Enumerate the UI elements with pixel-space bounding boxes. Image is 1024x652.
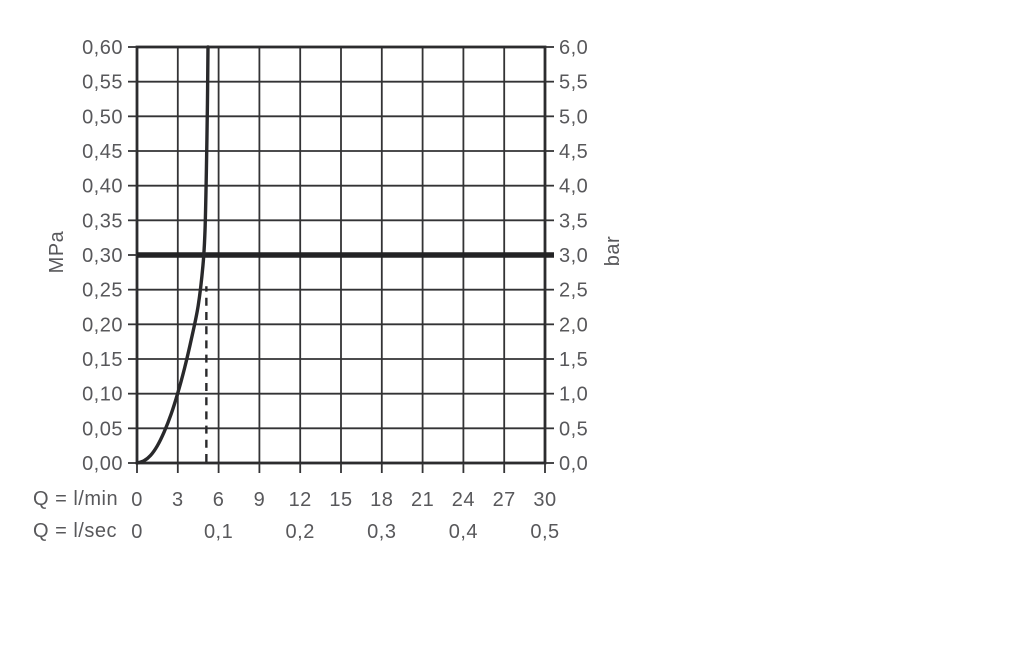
y-left-tick-label: 0,00: [82, 453, 123, 475]
y-right-tick-label: 5,5: [559, 72, 588, 94]
x-lmin-tick-label: 18: [370, 489, 393, 511]
x-axis-lmin-unit-label: Q = l/min: [33, 488, 119, 510]
x-lmin-tick-label: 15: [329, 489, 352, 511]
y-right-tick-label: 2,0: [559, 314, 588, 336]
x-lmin-tick-label: 21: [411, 489, 434, 511]
y-right-tick-label: 6,0: [559, 37, 588, 59]
y-right-tick-label: 4,5: [559, 141, 588, 163]
y-right-tick-label: 5,0: [559, 106, 588, 128]
y-left-tick-label: 0,35: [82, 210, 123, 232]
y-left-tick-label: 0,30: [82, 245, 123, 267]
y-left-tick-label: 0,50: [82, 106, 123, 128]
y-right-tick-label: 0,0: [559, 453, 588, 475]
y-left-tick-label: 0,05: [82, 418, 123, 440]
x-lsec-tick-label: 0,1: [204, 521, 233, 543]
flow-pressure-curve: [135, 45, 210, 465]
x-lmin-tick-label: 0: [131, 489, 143, 511]
y-left-tick-label: 0,55: [82, 72, 123, 94]
left-axis-unit-label: MPa: [46, 230, 68, 274]
x-lsec-tick-label: 0: [131, 521, 143, 543]
x-lsec-tick-label: 0,2: [286, 521, 315, 543]
y-right-tick-label: 2,5: [559, 280, 588, 302]
x-lmin-tick-label: 6: [213, 489, 225, 511]
y-left-tick-label: 0,45: [82, 141, 123, 163]
y-left-tick-label: 0,15: [82, 349, 123, 371]
y-right-tick-label: 3,5: [559, 210, 588, 232]
y-left-tick-label: 0,60: [82, 37, 123, 59]
y-right-tick-label: 1,0: [559, 384, 588, 406]
y-right-tick-label: 0,5: [559, 418, 588, 440]
y-left-tick-label: 0,25: [82, 280, 123, 302]
x-lmin-tick-label: 9: [254, 489, 266, 511]
y-right-tick-label: 4,0: [559, 176, 588, 198]
x-lmin-tick-label: 3: [172, 489, 184, 511]
y-right-tick-label: 1,5: [559, 349, 588, 371]
y-left-tick-label: 0,10: [82, 384, 123, 406]
x-lsec-tick-label: 0,5: [530, 521, 559, 543]
x-lmin-tick-label: 27: [493, 489, 516, 511]
right-axis-unit-label: bar: [602, 235, 624, 267]
y-left-tick-label: 0,20: [82, 314, 123, 336]
x-axis-lsec-unit-label: Q = l/sec: [33, 520, 117, 542]
y-left-tick-label: 0,40: [82, 176, 123, 198]
x-lsec-tick-label: 0,4: [449, 521, 478, 543]
x-lsec-tick-label: 0,3: [367, 521, 396, 543]
y-right-tick-label: 3,0: [559, 245, 588, 267]
x-lmin-tick-label: 30: [533, 489, 556, 511]
x-lmin-tick-label: 12: [289, 489, 312, 511]
x-lmin-tick-label: 24: [452, 489, 475, 511]
